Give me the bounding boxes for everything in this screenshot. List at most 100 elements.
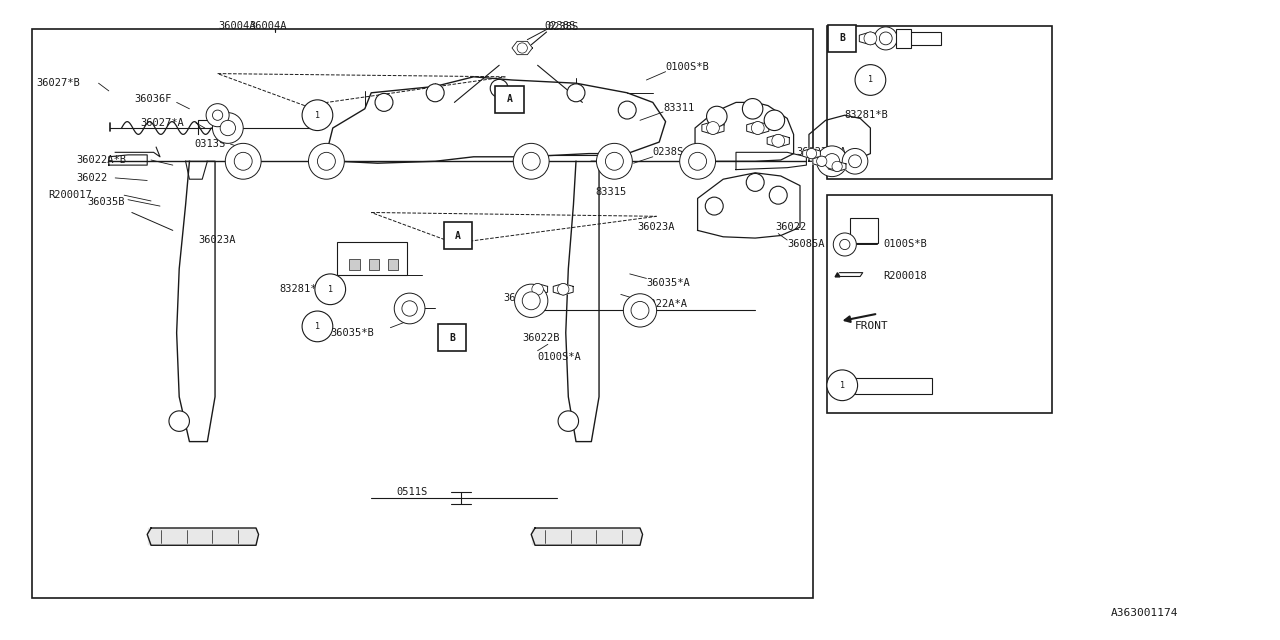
Text: 0100S*B: 0100S*B [666, 62, 709, 72]
Text: 0313S: 0313S [195, 139, 225, 149]
Bar [495, 86, 524, 113]
Text: 36023A: 36023A [198, 235, 236, 245]
Text: 36035B: 36035B [87, 196, 124, 207]
Text: 36022B: 36022B [522, 333, 559, 343]
Circle shape [394, 293, 425, 324]
Circle shape [751, 122, 764, 134]
Polygon shape [767, 134, 790, 147]
Bar [850, 218, 878, 243]
Bar [388, 259, 398, 270]
Text: 36022A*A: 36022A*A [637, 299, 687, 309]
Circle shape [769, 186, 787, 204]
Bar [337, 242, 407, 275]
Text: 36022A*A: 36022A*A [796, 147, 846, 157]
Circle shape [827, 370, 858, 401]
Circle shape [315, 274, 346, 305]
Bar [855, 378, 932, 394]
Circle shape [874, 27, 897, 50]
Circle shape [212, 110, 223, 120]
Circle shape [522, 152, 540, 170]
Text: 83281*A: 83281*A [279, 284, 323, 294]
Circle shape [689, 152, 707, 170]
Polygon shape [532, 528, 640, 544]
Circle shape [515, 284, 548, 317]
Text: 0100S*A: 0100S*A [538, 352, 581, 362]
Bar [369, 259, 379, 270]
Text: 36027*A: 36027*A [141, 118, 184, 128]
Circle shape [817, 156, 827, 166]
Text: 0100S*B: 0100S*B [883, 239, 927, 250]
Circle shape [832, 161, 842, 172]
Circle shape [302, 100, 333, 131]
Bar [444, 222, 472, 249]
Text: 83315: 83315 [595, 187, 626, 197]
Bar [438, 324, 466, 351]
Text: 36035*B: 36035*B [330, 328, 374, 338]
Circle shape [764, 110, 785, 131]
Polygon shape [803, 148, 820, 159]
Circle shape [567, 84, 585, 102]
Bar [828, 25, 856, 52]
Bar [827, 26, 1052, 179]
Bar [900, 32, 941, 45]
Text: 0511S: 0511S [397, 486, 428, 497]
Polygon shape [527, 284, 548, 295]
Circle shape [623, 294, 657, 327]
Circle shape [879, 32, 892, 45]
Text: 36004A: 36004A [250, 20, 287, 31]
Polygon shape [859, 32, 882, 45]
Bar [32, 29, 813, 598]
Text: 1: 1 [840, 381, 845, 390]
Text: 0238S: 0238S [544, 20, 575, 31]
Polygon shape [701, 122, 724, 134]
Circle shape [840, 239, 850, 250]
Circle shape [618, 101, 636, 119]
Circle shape [517, 43, 527, 53]
Text: 36036F: 36036F [134, 94, 172, 104]
Text: 1: 1 [328, 285, 333, 294]
Polygon shape [828, 161, 846, 172]
Bar [827, 195, 1052, 413]
Text: 0227S: 0227S [860, 381, 891, 391]
Circle shape [308, 143, 344, 179]
Circle shape [864, 32, 877, 45]
Circle shape [225, 143, 261, 179]
Text: 83311: 83311 [663, 102, 694, 113]
Text: 1: 1 [315, 111, 320, 120]
Circle shape [402, 301, 417, 316]
Circle shape [631, 301, 649, 319]
Circle shape [169, 411, 189, 431]
Circle shape [206, 104, 229, 127]
Text: 36022: 36022 [77, 173, 108, 183]
Circle shape [220, 120, 236, 136]
Circle shape [705, 197, 723, 215]
Text: 36023A: 36023A [637, 222, 675, 232]
Text: A: A [456, 230, 461, 241]
Circle shape [605, 152, 623, 170]
Text: A: A [507, 94, 512, 104]
Circle shape [707, 122, 719, 134]
Text: FRONT: FRONT [855, 321, 888, 332]
Text: B: B [449, 333, 454, 343]
Circle shape [558, 411, 579, 431]
Text: 36022A*B: 36022A*B [77, 155, 127, 165]
Circle shape [707, 106, 727, 127]
Circle shape [806, 148, 817, 159]
Circle shape [558, 284, 570, 295]
Circle shape [212, 113, 243, 143]
Text: 83281*B: 83281*B [845, 110, 888, 120]
Text: 1: 1 [868, 76, 873, 84]
Circle shape [234, 152, 252, 170]
Text: A363001174: A363001174 [1111, 608, 1179, 618]
Text: R200018: R200018 [883, 271, 927, 282]
Circle shape [746, 173, 764, 191]
Circle shape [522, 292, 540, 310]
Circle shape [855, 65, 886, 95]
Circle shape [849, 155, 861, 168]
Circle shape [532, 284, 544, 295]
Polygon shape [148, 528, 256, 544]
Polygon shape [553, 284, 573, 295]
Text: 0238S: 0238S [653, 147, 684, 157]
Circle shape [513, 143, 549, 179]
Circle shape [490, 79, 508, 97]
